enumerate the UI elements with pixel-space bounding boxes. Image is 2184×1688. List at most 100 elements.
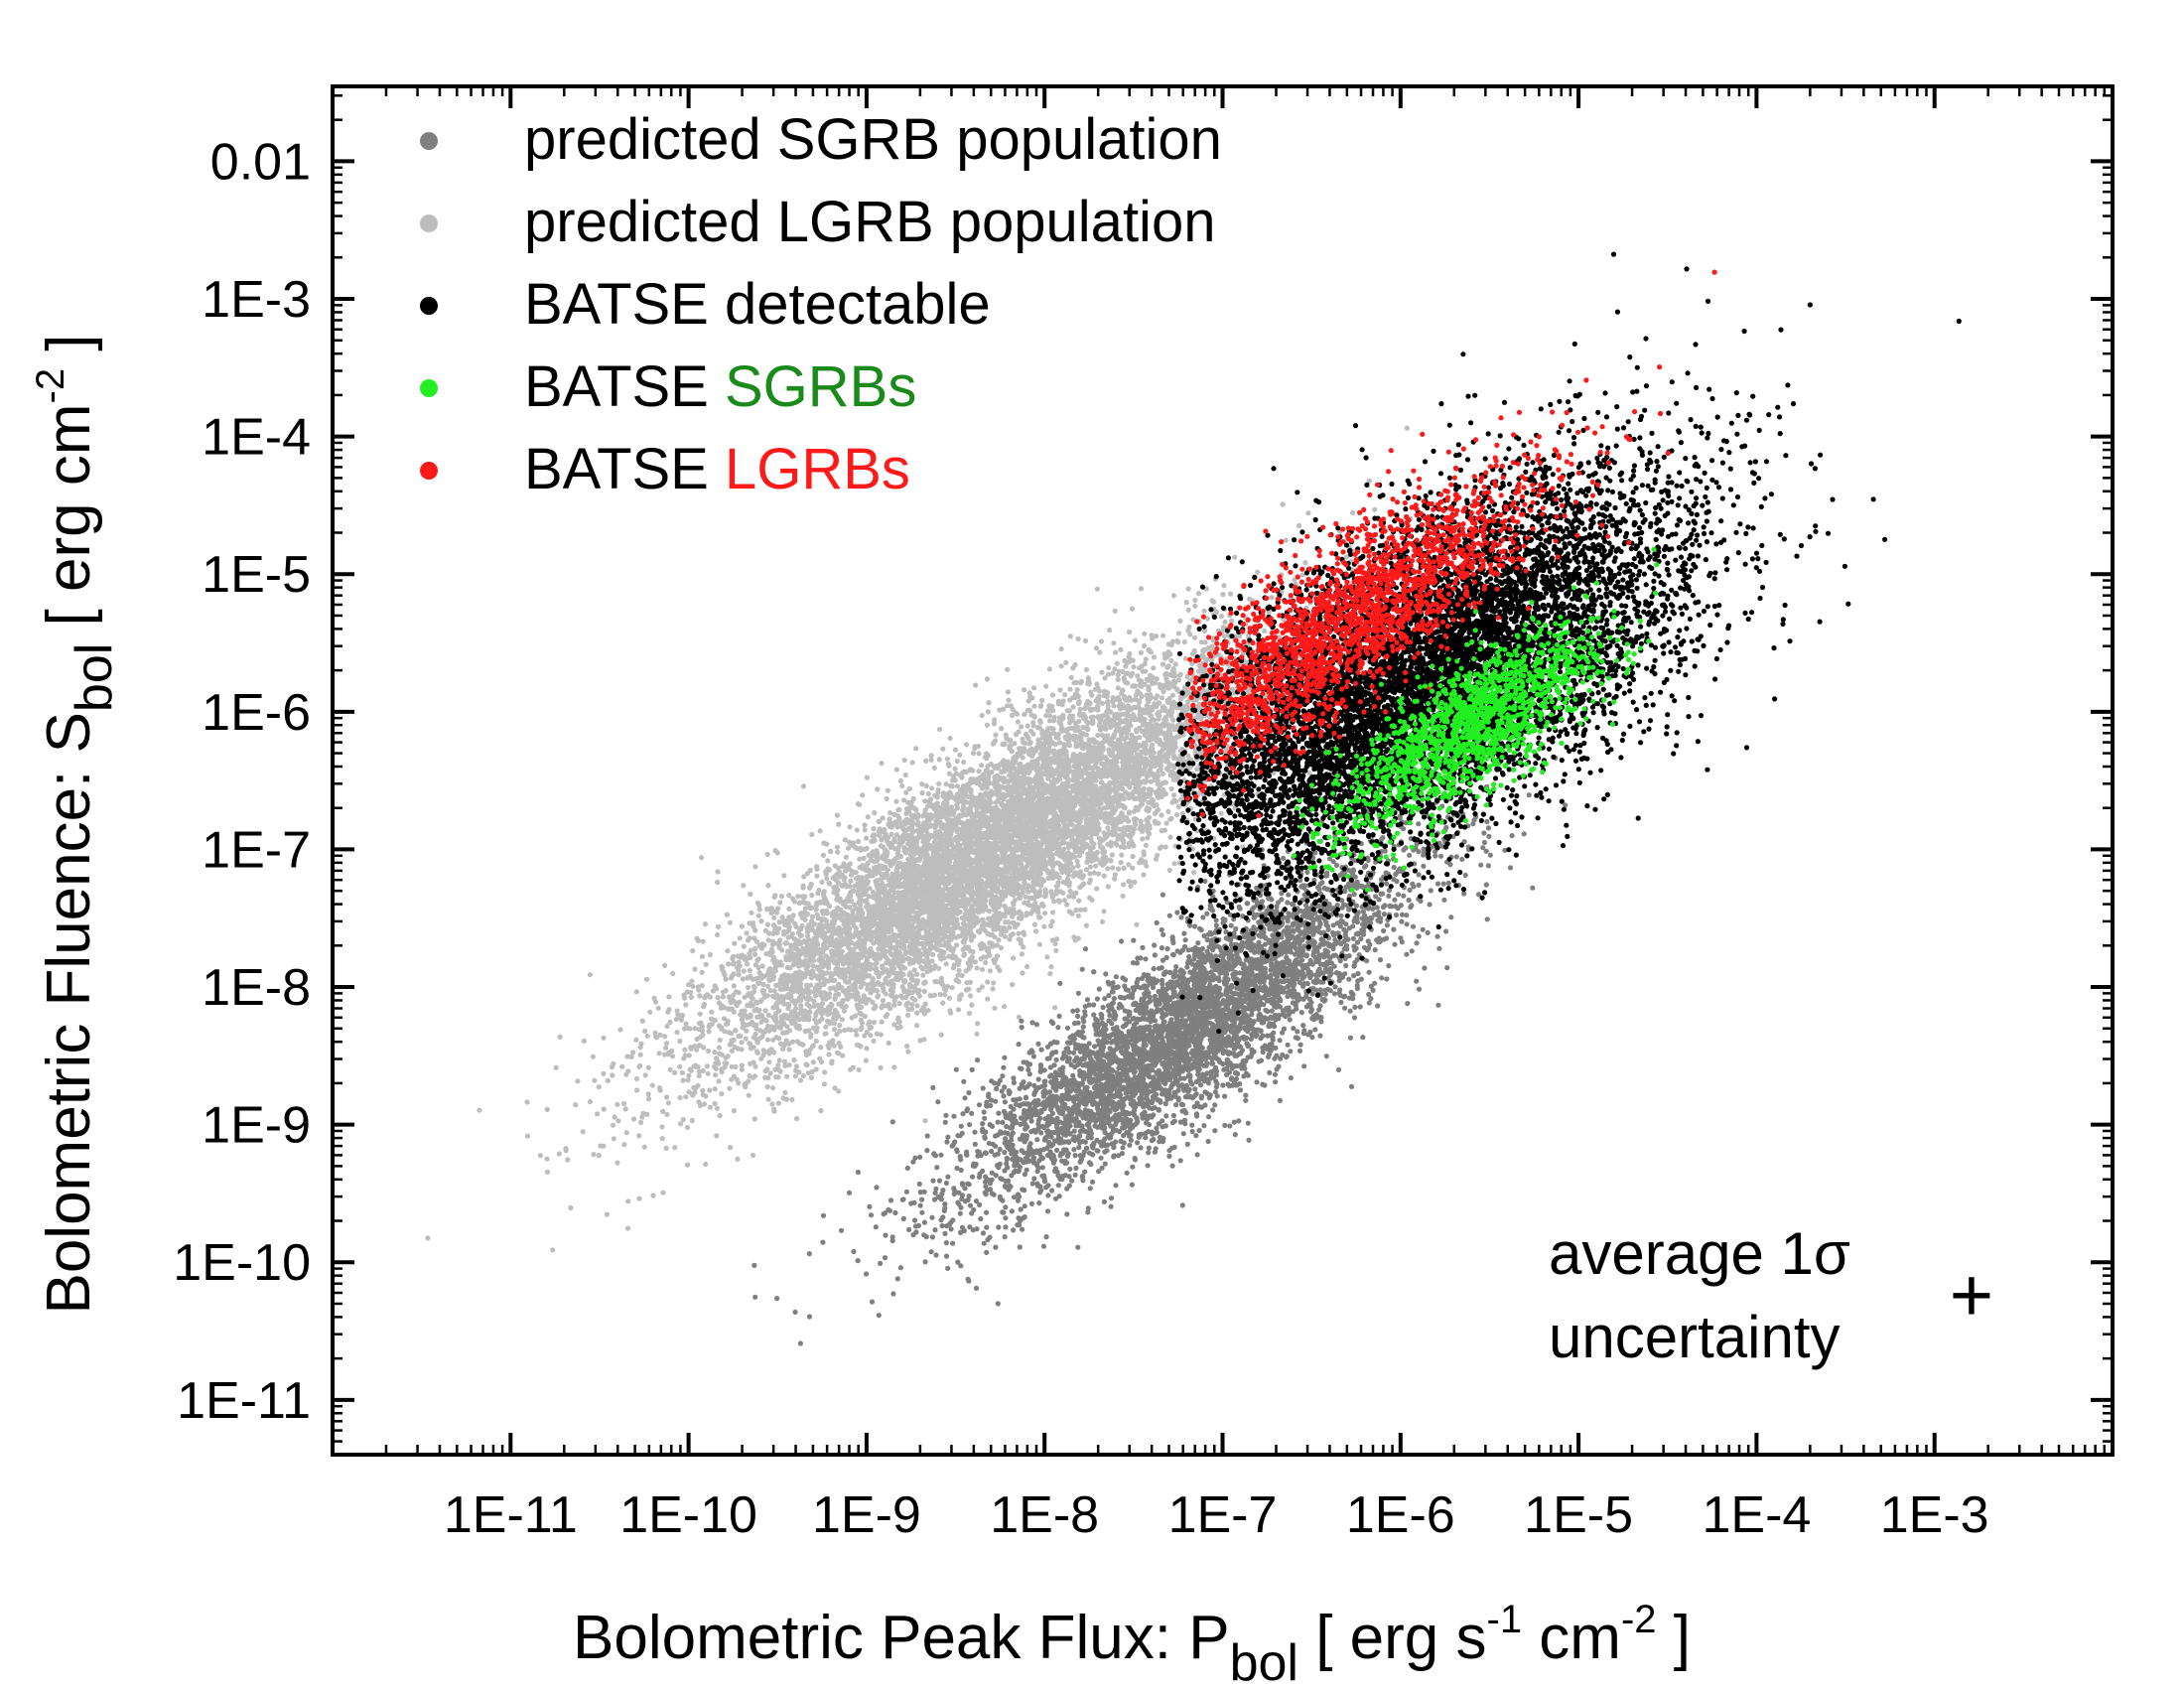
data-point [914,1023,920,1029]
data-point [997,707,1003,713]
data-point [1041,923,1047,929]
data-point [662,1034,668,1040]
data-point [824,876,830,882]
data-point [1192,597,1198,604]
data-point [636,1196,642,1201]
data-point [826,1052,832,1057]
data-point [1083,867,1089,873]
data-point [638,1119,644,1125]
data-point [956,967,962,974]
data-point [855,838,862,845]
data-point [1140,786,1146,792]
data-point [1028,784,1034,790]
data-point [1138,818,1144,824]
data-point [935,787,941,793]
data-point [765,1074,771,1081]
data-point [1166,867,1172,874]
data-point [1126,862,1132,868]
data-point [1228,591,1234,597]
data-point [707,1104,714,1110]
data-point [623,1130,629,1136]
data-point [1024,913,1029,918]
data-point [766,1059,772,1065]
data-point [1048,889,1054,895]
data-point [733,1028,739,1034]
data-point [923,758,929,765]
data-point [1006,697,1012,703]
data-point [773,1015,779,1021]
data-point [1047,971,1053,977]
data-point [831,1021,837,1027]
data-point [1087,871,1093,877]
data-point [879,1019,885,1025]
data-point [1124,704,1130,710]
data-point [1149,717,1155,724]
data-point [1024,723,1030,729]
data-point [1247,596,1253,602]
data-point [760,988,767,994]
data-point [999,726,1005,732]
data-point [1191,870,1197,876]
data-point [425,1235,431,1241]
data-point [1020,736,1025,743]
data-point [1021,929,1026,935]
data-point [1160,633,1166,638]
data-point [679,1069,686,1075]
data-point [770,1085,776,1091]
data-point [760,1030,766,1036]
data-point [688,994,694,1000]
data-point [1042,893,1048,899]
data-point [1035,914,1042,920]
data-point [968,993,974,999]
data-point [636,1133,642,1139]
data-point [633,1037,639,1043]
data-point [524,1099,530,1105]
data-point [1011,955,1017,961]
data-point [563,1146,569,1152]
data-point [966,1010,973,1017]
data-point [1015,719,1021,725]
data-point [862,822,868,828]
data-point [814,873,820,879]
data-point [624,1225,631,1231]
data-point [682,1047,688,1053]
data-point [1185,607,1191,613]
data-point [659,1124,665,1130]
data-point [680,1116,686,1123]
data-point [664,1094,670,1100]
data-point [871,826,877,832]
data-point [725,948,731,954]
data-point [883,1014,888,1020]
data-point [767,988,774,994]
data-point [1022,687,1027,693]
data-point [1159,759,1164,765]
data-point [854,827,860,833]
data-point [703,961,709,967]
data-point [991,721,998,727]
data-point [874,848,880,854]
data-point [1162,655,1168,661]
data-point [649,1082,655,1088]
data-point [1209,598,1215,604]
data-point [914,1003,920,1009]
data-point [1075,913,1081,918]
data-point [1138,649,1144,655]
data-point [817,828,823,834]
data-point [884,795,889,801]
data-point [835,849,841,855]
data-point [731,1073,738,1079]
data-point [728,1145,734,1151]
data-point [660,1108,666,1114]
data-point [1141,642,1148,649]
data-point [864,1046,870,1052]
data-point [610,1072,615,1078]
data-point [685,1077,691,1083]
data-point [763,1018,769,1024]
data-point [645,1064,651,1070]
data-point [697,1011,703,1017]
data-point [1127,879,1133,885]
data-point [862,1014,869,1020]
data-point [940,746,946,752]
data-point [781,873,787,879]
